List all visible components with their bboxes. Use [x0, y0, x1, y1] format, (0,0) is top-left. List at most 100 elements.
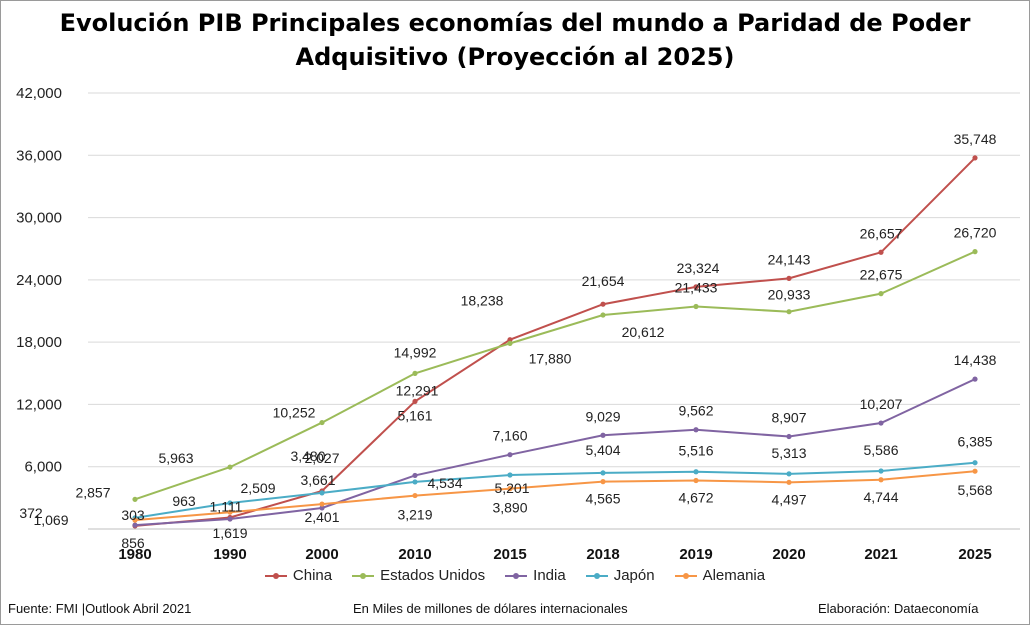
- data-label-alemania: 4,672: [678, 490, 713, 506]
- data-label-china: 21,654: [582, 273, 625, 289]
- data-label-estados-unidos: 20,612: [622, 324, 665, 340]
- data-point-jap-n: [878, 468, 884, 474]
- data-point-alemania: [786, 479, 792, 485]
- data-label-china: 23,324: [677, 260, 720, 276]
- data-label-china: 303: [121, 507, 145, 523]
- data-label-jap-n: 5,201: [494, 480, 529, 496]
- data-point-china: [786, 275, 792, 281]
- data-label-india: 14,438: [954, 352, 997, 368]
- series-line-india: [134, 378, 976, 527]
- data-point-estados-unidos: [132, 496, 138, 502]
- data-label-china: 35,748: [954, 131, 997, 147]
- data-label-china: 1,111: [210, 498, 243, 514]
- legend-swatch: [352, 572, 375, 579]
- data-point-alemania: [972, 468, 978, 474]
- series-line-jap-n: [134, 461, 976, 519]
- x-tick-label: 2018: [586, 546, 619, 563]
- data-label-china: 3,661: [300, 472, 335, 488]
- x-tick-label: 2000: [305, 546, 338, 563]
- x-tick-label: 1990: [213, 546, 246, 563]
- legend-swatch: [585, 572, 608, 579]
- legend-item-india: India: [505, 567, 566, 584]
- data-label-estados-unidos: 2,857: [75, 484, 110, 500]
- data-label-estados-unidos: 17,880: [529, 350, 572, 366]
- data-label-india: 9,029: [585, 408, 620, 424]
- x-tick-label: 2021: [864, 546, 897, 563]
- data-point-estados-unidos: [600, 312, 606, 318]
- data-point-india: [412, 472, 418, 479]
- data-point-alemania: [693, 477, 699, 484]
- data-point-india: [227, 516, 233, 522]
- data-label-jap-n: 5,516: [678, 443, 713, 459]
- data-label-india: 963: [172, 493, 196, 509]
- data-label-jap-n: 4,534: [427, 475, 462, 491]
- data-label-china: 18,238: [461, 293, 504, 309]
- gridlines: [88, 92, 1020, 530]
- data-point-jap-n: [319, 490, 325, 496]
- data-label-india: 2,027: [304, 450, 339, 466]
- legend-item-jap-n: Japón: [585, 567, 655, 584]
- chart-title-line2: Adquisitivo (Proyección al 2025): [295, 43, 735, 71]
- y-tick-label: 30,000: [16, 210, 62, 227]
- data-point-estados-unidos: [786, 309, 792, 315]
- data-point-china: [412, 398, 418, 405]
- legend-item-alemania: Alemania: [674, 567, 766, 584]
- data-point-china: [878, 249, 884, 255]
- data-point-china: [693, 284, 699, 290]
- data-point-india: [786, 433, 792, 440]
- data-label-jap-n: 1,069: [33, 512, 68, 528]
- y-tick-label: 42,000: [16, 85, 62, 102]
- data-point-jap-n: [227, 500, 233, 506]
- units-note: En Miles de millones de dólares internac…: [353, 601, 628, 616]
- x-tick-label: 2025: [958, 546, 991, 563]
- series-line-estados-unidos: [134, 250, 976, 501]
- data-point-jap-n: [600, 470, 606, 476]
- legend-label: Japón: [613, 567, 655, 584]
- data-point-india: [132, 522, 138, 528]
- source-note: Fuente: FMI |Outlook Abril 2021: [8, 601, 192, 616]
- series-line-china: [134, 157, 976, 527]
- data-point-india: [972, 376, 978, 382]
- x-tick-label: 2019: [679, 546, 712, 563]
- data-label-china: 12,291: [396, 382, 439, 398]
- data-label-alemania: 4,497: [771, 491, 806, 507]
- data-label-alemania: 3,890: [492, 500, 527, 516]
- data-label-jap-n: 6,385: [957, 434, 992, 450]
- x-tick-label: 2010: [398, 546, 431, 563]
- data-point-jap-n: [412, 479, 418, 485]
- y-tick-label: 18,000: [16, 334, 62, 351]
- data-label-estados-unidos: 14,992: [394, 344, 437, 360]
- data-label-estados-unidos: 22,675: [860, 267, 903, 283]
- data-label-estados-unidos: 10,252: [273, 405, 316, 421]
- data-label-india: 372: [19, 505, 43, 521]
- data-point-alemania: [132, 517, 138, 523]
- legend-item-estados-unidos: Estados Unidos: [352, 567, 485, 584]
- data-point-india: [878, 420, 884, 426]
- data-point-estados-unidos: [972, 249, 978, 255]
- data-point-alemania: [319, 501, 325, 507]
- chart-title-line1: Evolución PIB Principales economías del …: [59, 9, 971, 37]
- data-point-estados-unidos: [693, 303, 699, 310]
- data-point-china: [507, 337, 513, 343]
- data-label-china: 24,143: [768, 251, 811, 267]
- legend-swatch: [264, 572, 287, 579]
- data-point-estados-unidos: [227, 464, 233, 470]
- y-tick-label: 12,000: [16, 396, 62, 413]
- legend-label: Alemania: [702, 567, 766, 584]
- legend-label: China: [292, 567, 333, 584]
- data-label-india: 7,160: [492, 428, 527, 444]
- x-tick-label: 2015: [493, 546, 526, 563]
- data-label-alemania: 1,619: [212, 525, 247, 541]
- data-label-jap-n: 3,480: [290, 448, 325, 464]
- line-chart: 6,000 12,000 18,000 24,000 30,000 36,000 42,00…: [16, 85, 1020, 563]
- data-label-india: 10,207: [860, 396, 903, 412]
- data-label-alemania: 5,568: [957, 482, 992, 498]
- y-tick-label: 6,000: [24, 459, 62, 476]
- data-label-estados-unidos: 20,933: [768, 287, 811, 303]
- y-axis: 6,000 12,000 18,000 24,000 30,000 36,000 42,00…: [16, 85, 62, 476]
- data-point-china: [972, 155, 978, 161]
- data-label-jap-n: 5,313: [771, 445, 806, 461]
- data-label-india: 8,907: [771, 410, 806, 426]
- x-tick-label: 2020: [772, 546, 805, 563]
- data-point-estados-unidos: [412, 370, 418, 376]
